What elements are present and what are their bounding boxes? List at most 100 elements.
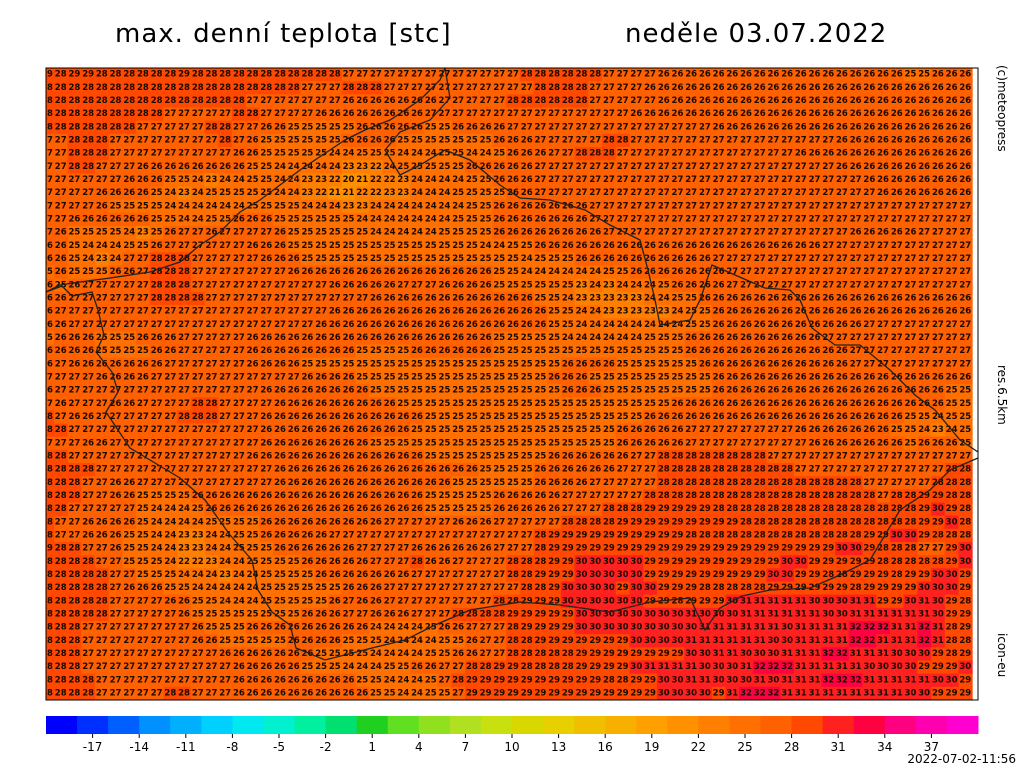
cell-value: 26 xyxy=(493,228,505,238)
cell-value: 27 xyxy=(233,135,245,145)
cell-value: 27 xyxy=(740,228,752,238)
cell-value: 28 xyxy=(754,504,766,514)
cell-value: 26 xyxy=(384,267,396,277)
cell-value: 22 xyxy=(356,188,368,198)
temperature-cell xyxy=(232,94,247,108)
cell-value: 27 xyxy=(685,425,697,435)
cell-value: 27 xyxy=(795,214,807,224)
cell-value: 30 xyxy=(905,530,917,540)
cell-value: 26 xyxy=(726,386,738,396)
cell-value: 26 xyxy=(164,228,176,238)
cell-value: 26 xyxy=(932,109,944,119)
cell-value: 26 xyxy=(562,465,574,475)
cell-value: 25 xyxy=(617,346,629,356)
cell-value: 27 xyxy=(891,333,903,343)
cell-value: 23 xyxy=(96,254,108,264)
temperature-cell xyxy=(656,68,672,82)
cell-value: 28 xyxy=(740,530,752,540)
cell-value: 25 xyxy=(946,399,958,409)
cell-value: 27 xyxy=(110,465,122,475)
cell-value: 27 xyxy=(767,267,779,277)
cell-value: 26 xyxy=(55,267,67,277)
cell-value: 25 xyxy=(466,201,478,211)
cell-value: 25 xyxy=(548,320,560,330)
cell-value: 26 xyxy=(55,399,67,409)
cell-value: 26 xyxy=(315,517,327,527)
cell-value: 27 xyxy=(822,188,834,198)
cell-value: 26 xyxy=(466,544,478,554)
cell-value: 26 xyxy=(452,544,464,554)
cell-value: 29 xyxy=(918,504,930,514)
cell-value: 25 xyxy=(507,465,519,475)
temperature-cell xyxy=(108,120,123,135)
cell-value: 26 xyxy=(713,346,725,356)
cell-value: 27 xyxy=(206,320,218,330)
cell-value: 25 xyxy=(329,254,341,264)
cell-value: 25 xyxy=(247,530,259,540)
cell-value: 25 xyxy=(82,267,94,277)
cell-value: 26 xyxy=(329,517,341,527)
cell-value: 25 xyxy=(384,359,396,369)
cell-value: 27 xyxy=(343,530,355,540)
cell-value: 25 xyxy=(548,438,560,448)
cell-value: 27 xyxy=(699,149,711,159)
temperature-cell xyxy=(81,94,96,108)
cell-value: 27 xyxy=(206,267,218,277)
cell-value: 25 xyxy=(658,386,670,396)
cell-value: 26 xyxy=(918,293,930,303)
cell-value: 28 xyxy=(576,96,588,106)
cell-value: 26 xyxy=(713,280,725,290)
temperature-cell xyxy=(259,68,274,82)
cell-value: 28 xyxy=(685,530,697,540)
cell-value: 27 xyxy=(41,188,53,198)
cell-value: 25 xyxy=(123,241,135,251)
cell-value: 24 xyxy=(411,228,423,238)
cell-value: 26 xyxy=(672,254,684,264)
cell-value: 28 xyxy=(767,491,779,501)
cell-value: 26 xyxy=(836,162,848,172)
cell-value: 25 xyxy=(356,372,368,382)
cell-value: 26 xyxy=(480,307,492,317)
cell-value: 26 xyxy=(795,122,807,132)
cell-value: 25 xyxy=(41,333,53,343)
cell-value: 28 xyxy=(41,109,53,119)
cell-value: 27 xyxy=(55,530,67,540)
cell-value: 26 xyxy=(548,228,560,238)
cell-value: 29 xyxy=(644,517,656,527)
cell-value: 28 xyxy=(822,491,834,501)
temperature-cell xyxy=(341,94,356,108)
cell-value: 25 xyxy=(110,333,122,343)
cell-value: 28 xyxy=(192,293,204,303)
cell-value: 25 xyxy=(480,491,492,501)
cell-value: 25 xyxy=(576,399,588,409)
cell-value: 26 xyxy=(644,438,656,448)
cell-value: 27 xyxy=(905,320,917,330)
temperature-cell xyxy=(519,68,535,82)
cell-value: 26 xyxy=(767,241,779,251)
cell-value: 26 xyxy=(781,386,793,396)
cell-value: 27 xyxy=(151,412,163,422)
cell-value: 24 xyxy=(110,241,122,251)
cell-value: 27 xyxy=(822,228,834,238)
cell-value: 25 xyxy=(356,149,368,159)
cell-value: 27 xyxy=(110,280,122,290)
cell-value: 26 xyxy=(959,109,971,119)
cell-value: 27 xyxy=(137,425,149,435)
cell-value: 29 xyxy=(918,530,930,540)
cell-value: 27 xyxy=(370,70,382,80)
cell-value: 26 xyxy=(397,320,409,330)
cell-value: 27 xyxy=(493,530,505,540)
temperature-cell xyxy=(876,68,891,82)
cell-value: 25 xyxy=(425,241,437,251)
cell-value: 25 xyxy=(452,425,464,435)
cell-value: 27 xyxy=(178,135,190,145)
cell-value: 27 xyxy=(397,530,409,540)
temperature-cell xyxy=(314,68,329,82)
cell-value: 26 xyxy=(493,122,505,132)
cell-value: 25 xyxy=(630,346,642,356)
cell-value: 23 xyxy=(192,544,204,554)
temperature-cell xyxy=(862,81,877,95)
cell-value: 28 xyxy=(754,465,766,475)
cell-value: 24 xyxy=(370,214,382,224)
cell-value: 28 xyxy=(96,122,108,132)
